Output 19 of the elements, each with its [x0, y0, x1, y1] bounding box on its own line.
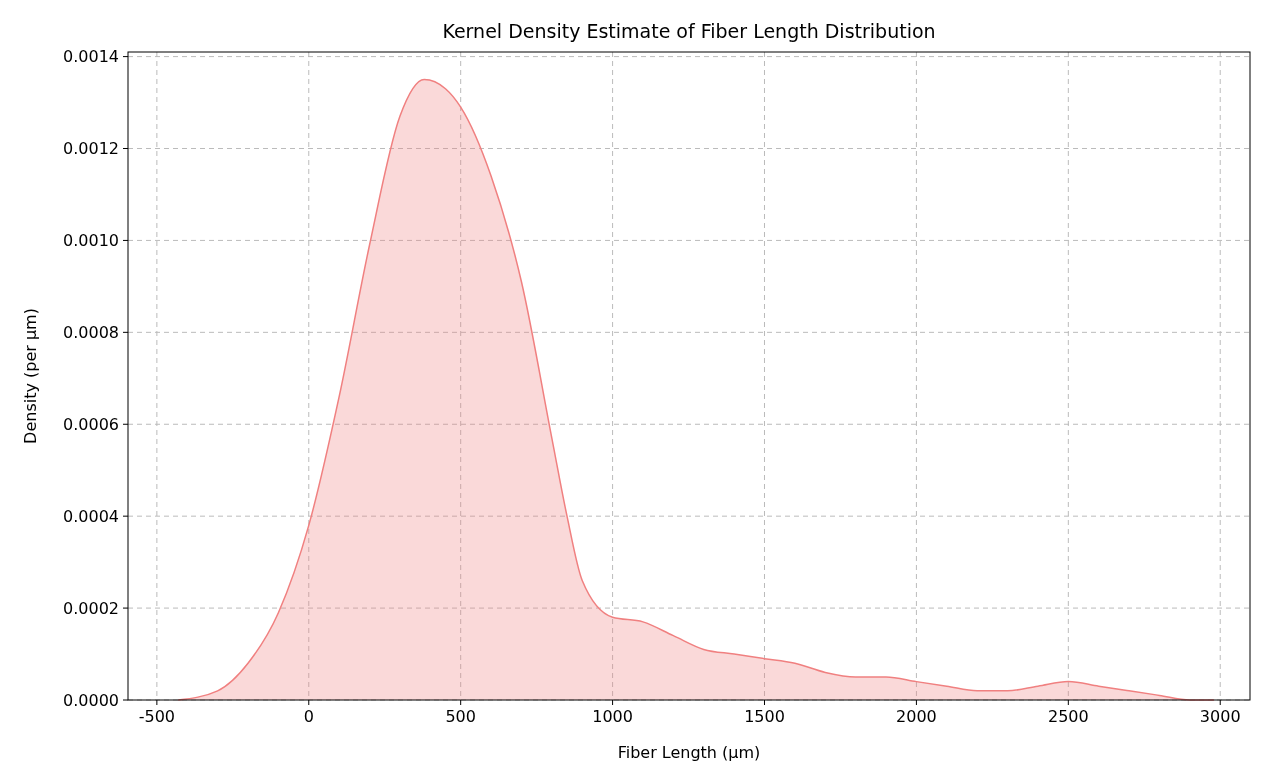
chart-title: Kernel Density Estimate of Fiber Length Distribution	[442, 20, 936, 42]
x-tick-label: 1000	[592, 707, 633, 726]
y-axis-title: Density (per µm)	[21, 308, 40, 444]
x-tick-label: 1500	[744, 707, 785, 726]
x-tick-label: 0	[303, 707, 314, 726]
x-tick-label: -500	[138, 707, 176, 726]
x-tick-label: 3000	[1199, 707, 1241, 726]
x-tick-label: 2500	[1047, 707, 1089, 726]
y-tick-label: 0.0000	[63, 690, 119, 710]
y-tick-label: 0.0002	[63, 598, 119, 618]
y-tick-label: 0.0012	[63, 139, 119, 159]
y-tick-label: 0.0006	[63, 414, 119, 434]
y-tick-label: 0.0008	[63, 322, 119, 342]
y-tick-label: 0.0004	[63, 506, 119, 526]
y-tick-label: 0.0010	[63, 231, 119, 251]
y-tick-label: 0.0014	[63, 47, 119, 67]
x-tick-label: 2000	[896, 707, 937, 726]
x-tick-label: 500	[445, 707, 476, 726]
x-axis-title: Fiber Length (µm)	[617, 743, 761, 762]
